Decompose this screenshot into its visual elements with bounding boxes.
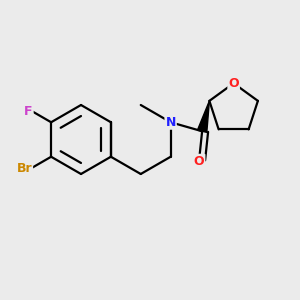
Polygon shape <box>197 101 209 132</box>
Text: F: F <box>24 105 33 118</box>
Text: Br: Br <box>16 162 32 175</box>
Text: O: O <box>194 155 204 168</box>
Text: O: O <box>228 77 239 90</box>
Text: N: N <box>165 116 176 129</box>
